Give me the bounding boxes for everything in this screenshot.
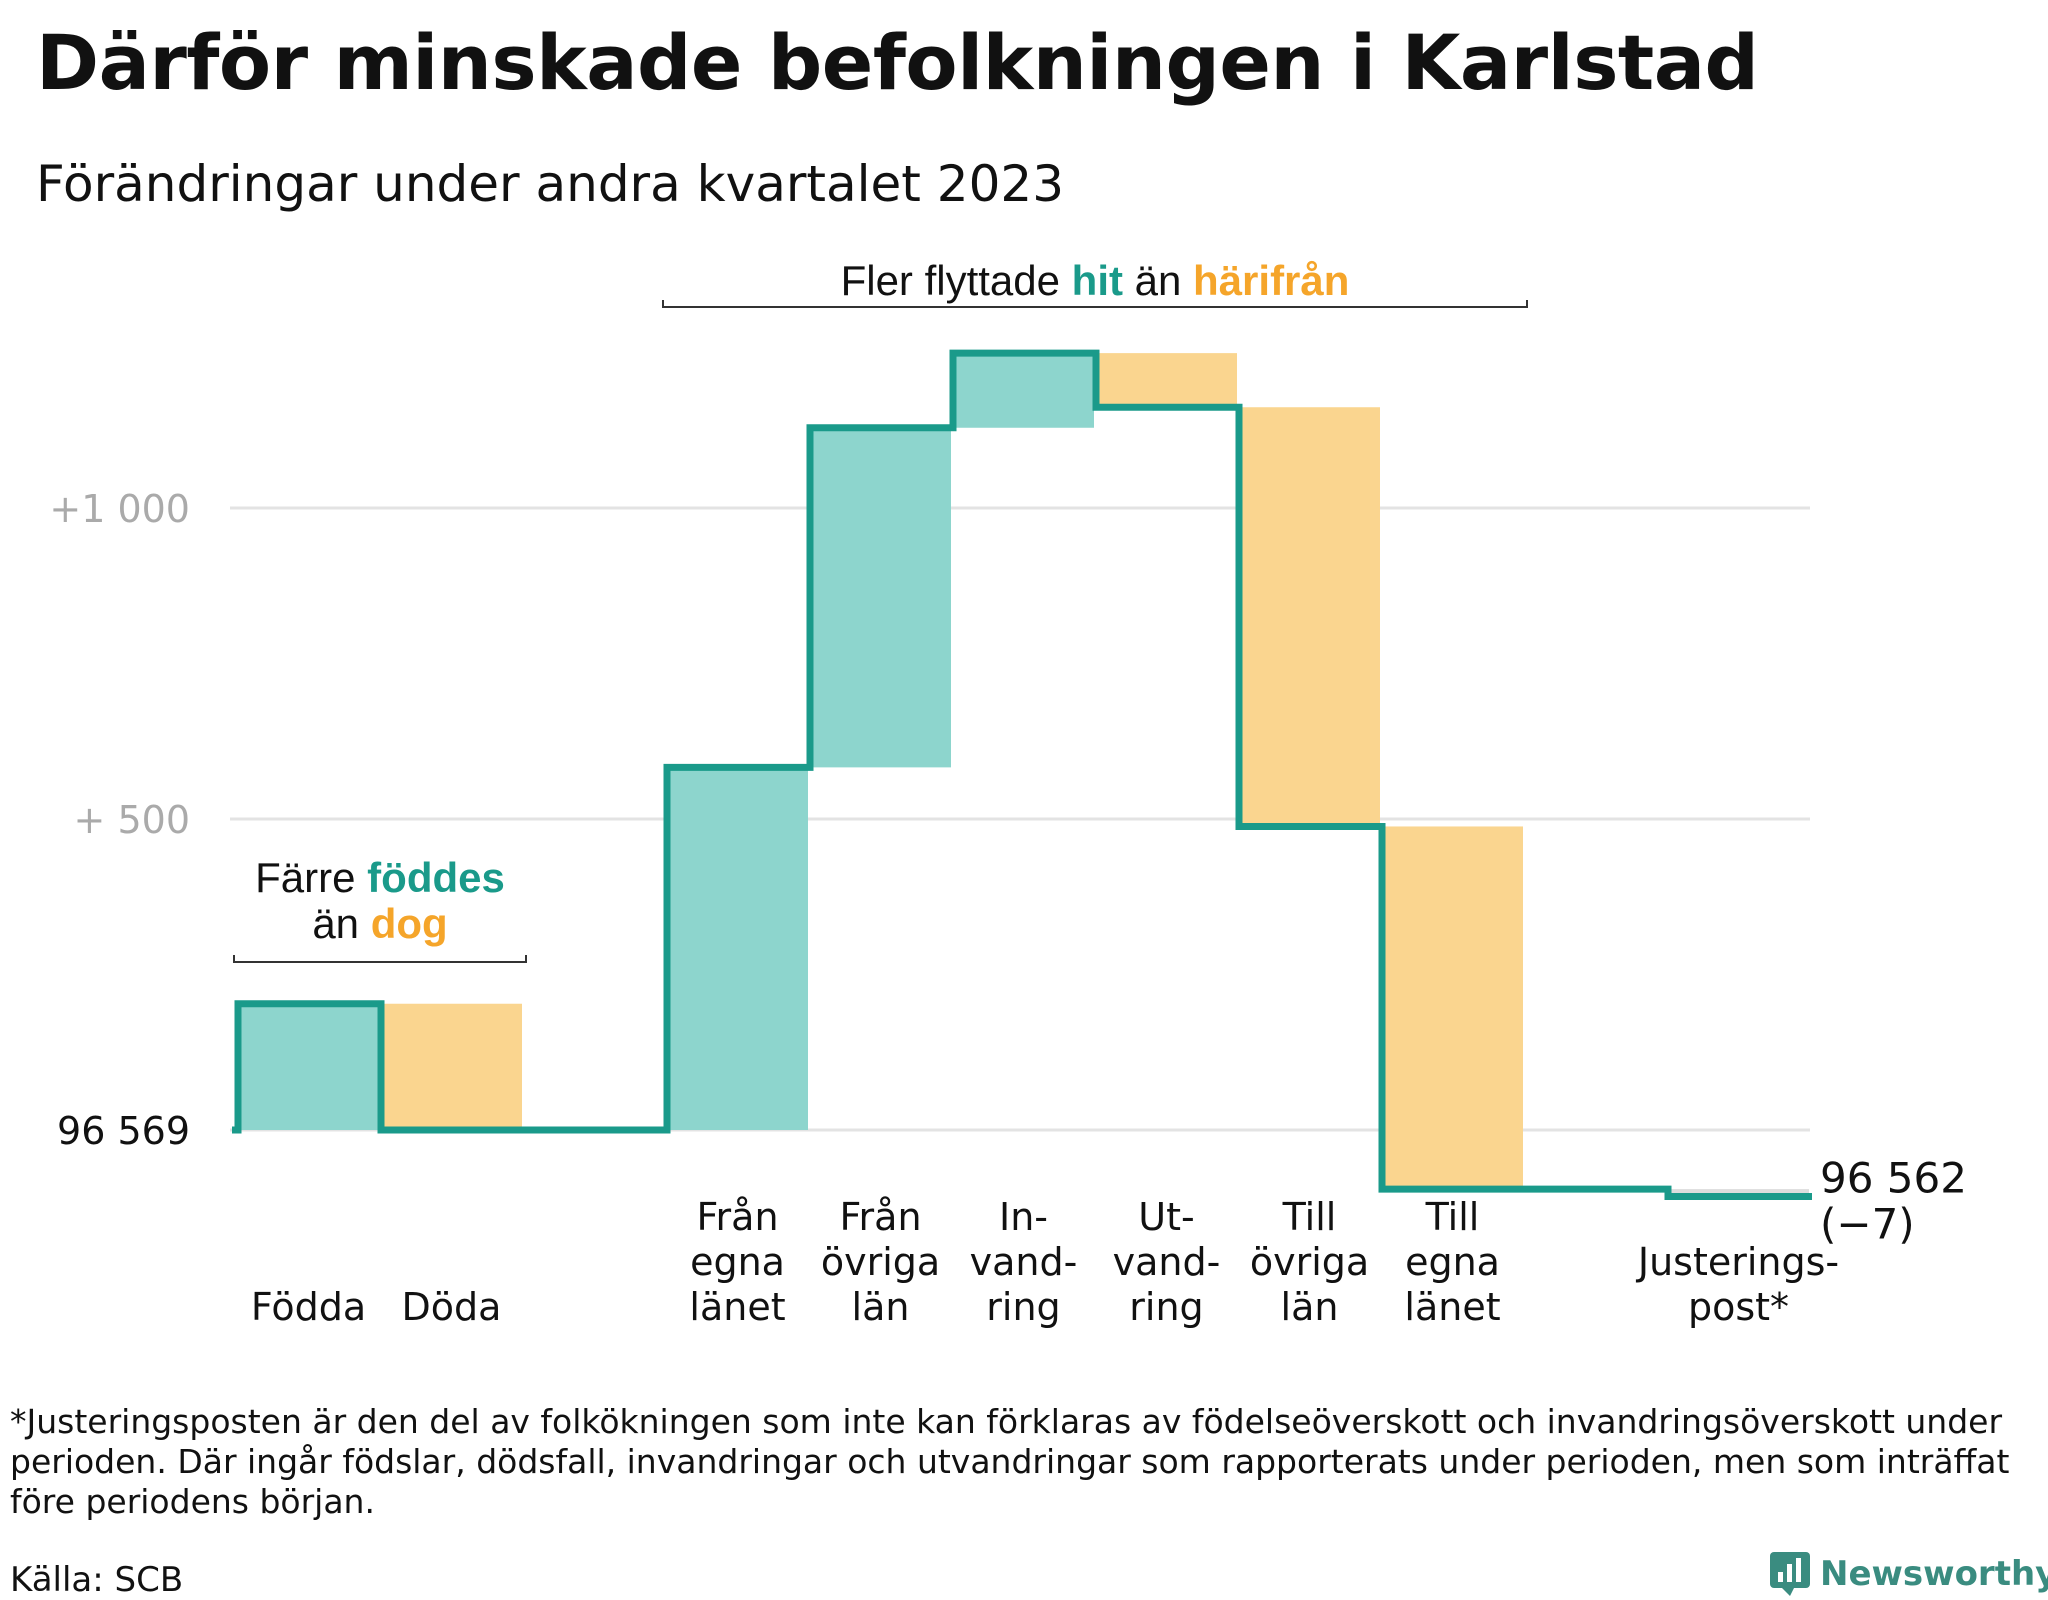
category-label: post* <box>1688 1285 1789 1329</box>
annotation-segment: Fler flyttade <box>841 257 1072 304</box>
annotation-bracket <box>662 300 1528 308</box>
category-label: In- <box>999 1195 1048 1239</box>
chart-title: Därför minskade befolkningen i Karlstad <box>36 18 1759 107</box>
annotation-segment: dog <box>371 900 448 947</box>
y-tick-label: +1 000 <box>49 487 190 531</box>
waterfall-bar <box>1668 1189 1809 1197</box>
category-label: länet <box>689 1285 785 1329</box>
category-label: Till <box>1282 1195 1337 1239</box>
annotation-text: Färre föddes <box>255 854 505 901</box>
waterfall-chart: 96 569 + 500 +1 000 96 562(−7) Födda Döda Från… <box>49 257 1967 1329</box>
category-label: Till <box>1425 1195 1480 1239</box>
newsworthy-logo-icon <box>1770 1552 1810 1596</box>
waterfall-bar <box>953 353 1094 428</box>
end-value-label: 96 562 <box>1820 1154 1967 1203</box>
footnote: *Justeringsposten är den del av folkökni… <box>10 1402 2010 1521</box>
category-label: ring <box>1129 1285 1203 1329</box>
waterfall-bar <box>1096 353 1237 408</box>
category-label: Justerings- <box>1636 1240 1839 1284</box>
chart-subtitle: Förändringar under andra kvartalet 2023 <box>36 155 1065 213</box>
category-label: Ut- <box>1138 1195 1194 1239</box>
category-label: län <box>1281 1285 1339 1329</box>
category-label: övriga <box>1250 1240 1369 1284</box>
category-label: Födda <box>251 1285 366 1329</box>
category-label: länet <box>1404 1285 1500 1329</box>
waterfall-bar <box>238 1003 379 1130</box>
end-value-label: (−7) <box>1820 1200 1915 1249</box>
category-label: Från <box>839 1195 921 1239</box>
annotation-bracket <box>233 955 527 963</box>
category-label: egna <box>1405 1240 1500 1284</box>
annotation-text: än dog <box>312 900 447 947</box>
category-label: egna <box>690 1240 785 1284</box>
annotation-segment: än <box>312 900 370 947</box>
brand-name: Newsworthy <box>1820 1554 2048 1594</box>
category-label: vand- <box>1113 1240 1221 1284</box>
category-label: län <box>852 1285 910 1329</box>
brand: Newsworthy <box>1770 1552 2048 1596</box>
source-label: Källa: SCB <box>10 1560 184 1600</box>
y-tick-label: + 500 <box>74 798 190 842</box>
waterfall-bar <box>1382 826 1523 1190</box>
waterfall-bar <box>1239 407 1380 827</box>
waterfall-bar <box>810 427 951 768</box>
cumulative-step-line <box>232 349 1812 1201</box>
annotation-segment: hit <box>1072 257 1123 304</box>
waterfall-bar <box>667 767 808 1130</box>
category-label: övriga <box>821 1240 940 1284</box>
category-label: ring <box>986 1285 1060 1329</box>
category-label: Döda <box>402 1285 502 1329</box>
annotation-text: Fler flyttade hit än härifrån <box>841 257 1350 304</box>
category-label: Från <box>696 1195 778 1239</box>
annotation-segment: föddes <box>367 854 505 901</box>
annotation-segment: Färre <box>255 854 367 901</box>
annotation-segment: än <box>1123 257 1193 304</box>
category-label: vand- <box>970 1240 1078 1284</box>
annotation-segment: härifrån <box>1193 257 1349 304</box>
waterfall-bar <box>381 1003 522 1130</box>
y-tick-label: 96 569 <box>57 1109 190 1153</box>
